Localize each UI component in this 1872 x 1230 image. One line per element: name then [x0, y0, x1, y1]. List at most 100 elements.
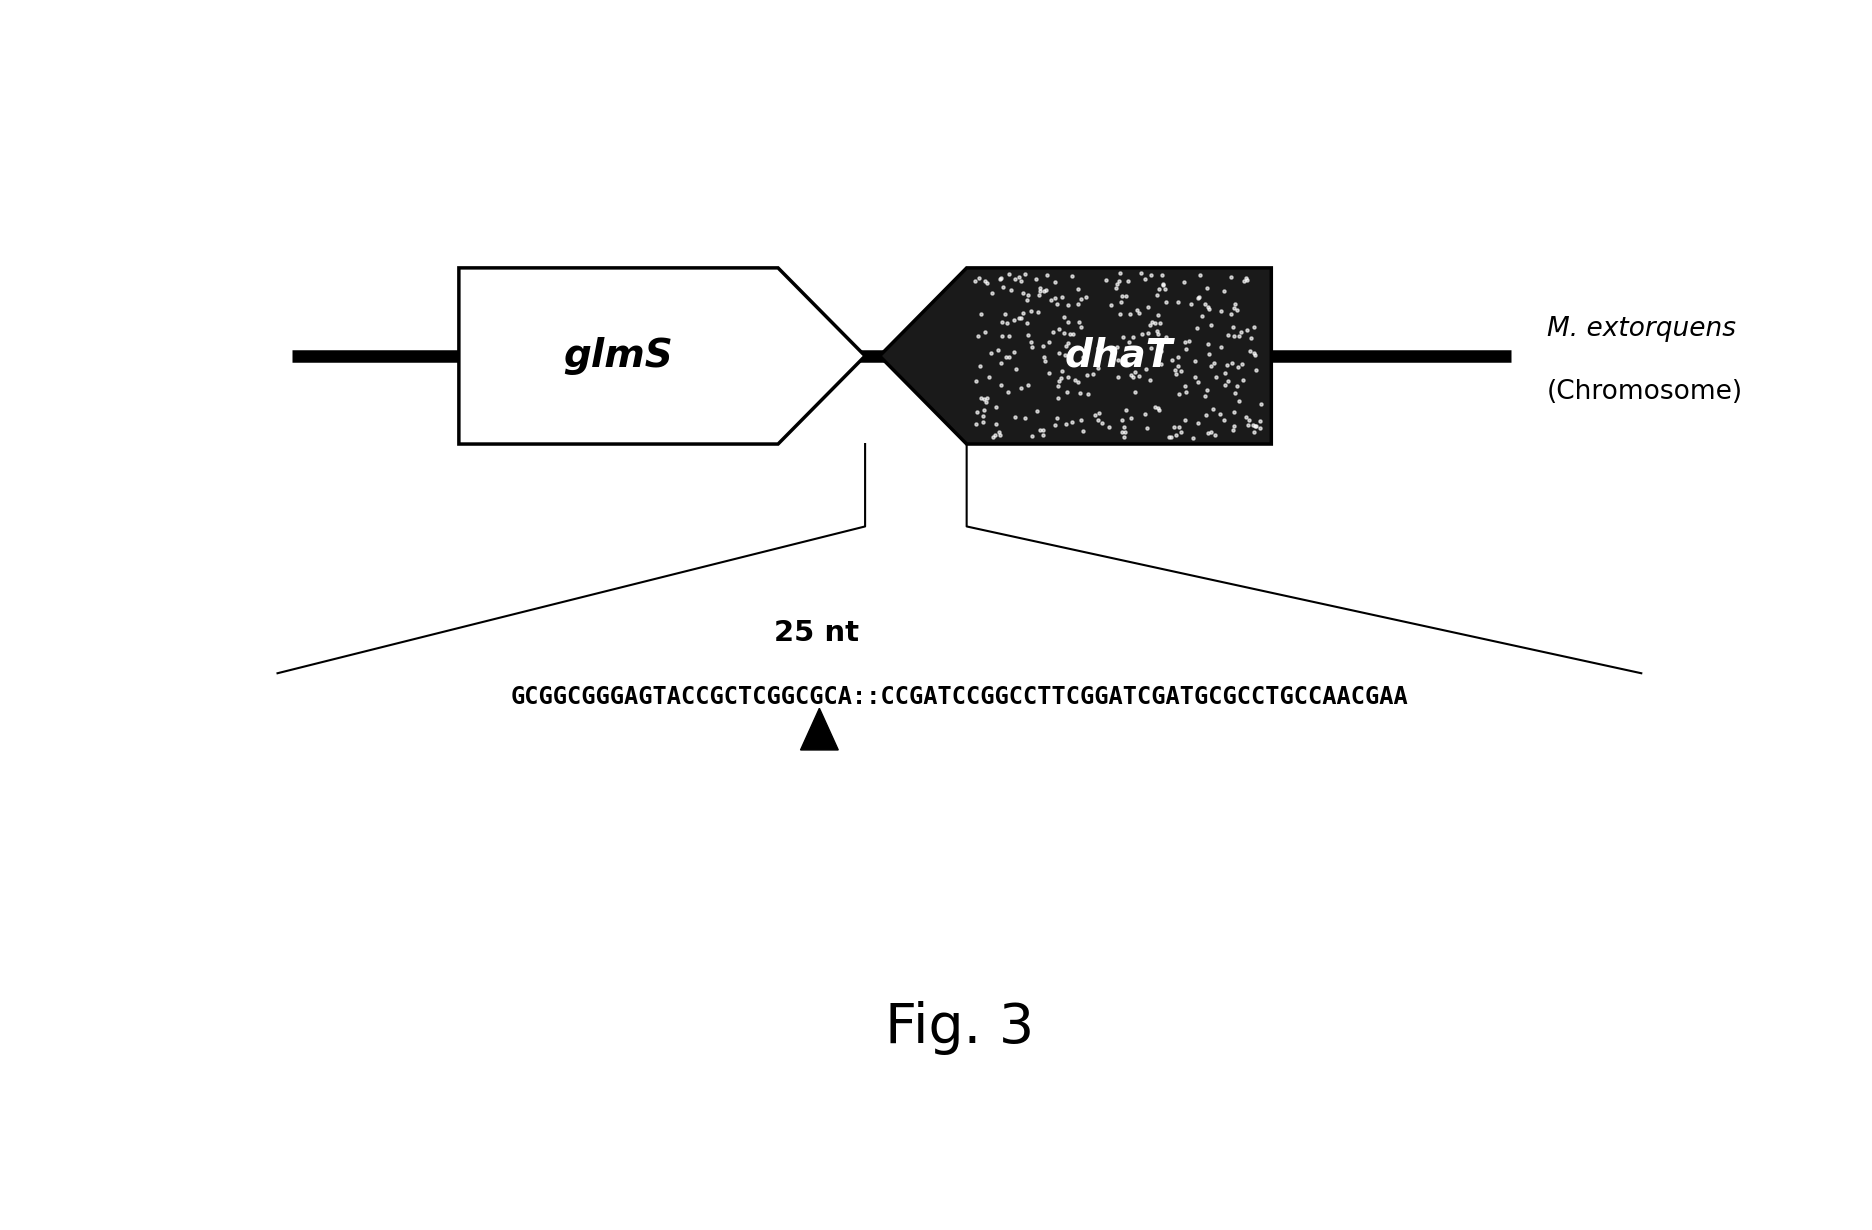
Point	[1176, 294, 1206, 314]
Point	[1052, 415, 1082, 434]
Point	[1108, 327, 1138, 347]
Point	[1189, 294, 1219, 314]
Point	[1108, 422, 1138, 442]
Point	[1028, 426, 1058, 445]
Point	[973, 367, 1003, 386]
Point	[1138, 312, 1168, 332]
Point	[996, 280, 1026, 300]
Point	[1237, 416, 1267, 435]
Point	[1052, 381, 1082, 401]
Point	[1183, 287, 1213, 306]
Point	[1144, 400, 1174, 419]
Point	[975, 343, 1005, 363]
Point	[1071, 337, 1101, 357]
Point	[1222, 357, 1252, 376]
Point	[1020, 269, 1050, 289]
Point	[1224, 391, 1254, 411]
Point	[1230, 268, 1260, 288]
Point	[1000, 310, 1030, 330]
Point	[987, 353, 1016, 373]
Point	[1221, 294, 1250, 314]
Point	[1170, 332, 1200, 352]
Point	[1234, 410, 1264, 429]
Point	[1045, 371, 1075, 391]
Point	[1241, 417, 1271, 437]
Point	[987, 375, 1016, 395]
Point	[1058, 325, 1088, 344]
Point	[1183, 373, 1213, 392]
Point	[1112, 401, 1142, 421]
Point	[1149, 331, 1179, 351]
Point	[1110, 417, 1140, 437]
Point	[1211, 354, 1241, 374]
Point	[1163, 357, 1192, 376]
Point	[1011, 408, 1041, 428]
Point	[964, 268, 994, 288]
Point	[1016, 332, 1046, 352]
Point	[1163, 293, 1192, 312]
Point	[1185, 266, 1215, 285]
Point	[1054, 295, 1084, 315]
Point	[1232, 416, 1262, 435]
Point	[1000, 342, 1030, 362]
Point	[1041, 273, 1071, 293]
Point	[1104, 271, 1134, 290]
Point	[1157, 351, 1187, 370]
Point	[1219, 417, 1249, 437]
Point	[1232, 271, 1262, 290]
Point	[1192, 380, 1222, 400]
Point	[1142, 285, 1172, 305]
Point	[1228, 354, 1258, 374]
Point	[1110, 351, 1140, 370]
Point	[1065, 410, 1095, 429]
Point	[1206, 405, 1236, 424]
Point	[1013, 325, 1043, 344]
Point	[1011, 290, 1041, 310]
Point	[1142, 321, 1172, 341]
Point	[1103, 367, 1133, 386]
Point	[1151, 279, 1181, 299]
Point	[1170, 383, 1200, 402]
Point	[1054, 367, 1084, 386]
Point	[1228, 370, 1258, 390]
Point	[1045, 343, 1075, 363]
Point	[994, 326, 1024, 346]
Text: (Chromosome): (Chromosome)	[1546, 379, 1743, 405]
Point	[1170, 410, 1200, 429]
Point	[1063, 371, 1093, 391]
Point	[1016, 337, 1046, 357]
Point	[1003, 267, 1033, 287]
Point	[1239, 317, 1269, 337]
Point	[987, 326, 1016, 346]
Point	[1016, 301, 1046, 321]
Point	[1146, 314, 1176, 333]
Point	[1226, 322, 1256, 342]
Point	[1110, 287, 1140, 306]
Point	[1191, 386, 1221, 406]
Point	[1131, 359, 1161, 379]
Point	[1200, 426, 1230, 445]
Point	[960, 271, 990, 290]
Point	[1202, 367, 1232, 386]
Point	[1136, 338, 1166, 358]
Text: Fig. 3: Fig. 3	[885, 1001, 1033, 1055]
Point	[1112, 271, 1142, 290]
Point	[987, 312, 1016, 332]
Point	[1084, 403, 1114, 423]
Point	[1148, 276, 1177, 295]
Point	[966, 304, 996, 323]
Point	[1078, 364, 1108, 384]
Point	[1095, 295, 1125, 315]
Point	[1209, 282, 1239, 301]
Point	[1046, 362, 1076, 381]
Point	[1108, 285, 1138, 305]
Point	[985, 426, 1015, 445]
Point	[964, 357, 994, 376]
Point	[1050, 336, 1080, 355]
Point	[1183, 289, 1213, 309]
Point	[1026, 419, 1056, 439]
Point	[1118, 327, 1148, 347]
Point	[1118, 367, 1148, 386]
Point	[992, 314, 1022, 333]
Point	[1026, 278, 1056, 298]
